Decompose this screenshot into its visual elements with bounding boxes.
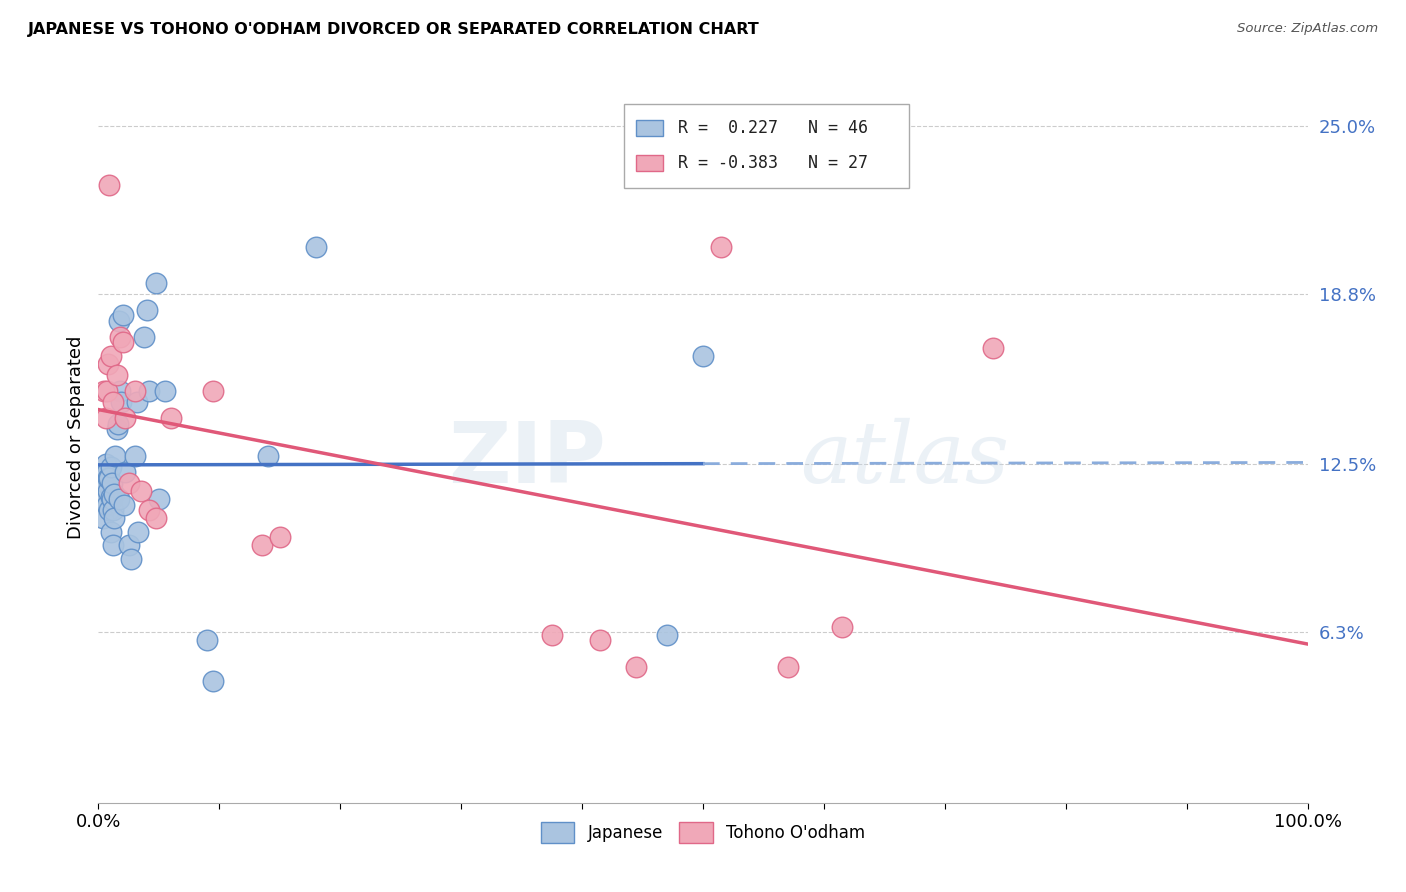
Point: [93, 384, 115, 398]
Point: [97, 357, 120, 371]
Point: [134, 330, 156, 344]
Point: [250, 538, 273, 552]
Point: [100, 492, 122, 507]
Point: [108, 492, 131, 507]
Point: [107, 417, 129, 431]
Point: [831, 620, 853, 634]
Point: [94, 476, 117, 491]
Point: [105, 368, 128, 382]
Point: [138, 503, 160, 517]
Point: [127, 524, 149, 539]
Point: [256, 449, 278, 463]
Text: R =  0.227   N = 46: R = 0.227 N = 46: [678, 120, 868, 137]
Point: [153, 384, 176, 398]
Point: [103, 511, 125, 525]
Point: [96, 384, 118, 398]
Text: JAPANESE VS TOHONO O'ODHAM DIVORCED OR SEPARATED CORRELATION CHART: JAPANESE VS TOHONO O'ODHAM DIVORCED OR S…: [28, 22, 759, 37]
Y-axis label: Divorced or Separated: Divorced or Separated: [66, 335, 84, 539]
Point: [108, 330, 131, 344]
Point: [94, 411, 117, 425]
Point: [100, 476, 122, 491]
Point: [110, 395, 132, 409]
Point: [98, 471, 121, 485]
Point: [101, 503, 124, 517]
Point: [269, 530, 291, 544]
Point: [93, 492, 115, 507]
Point: [94, 457, 117, 471]
Point: [127, 395, 149, 409]
Point: [305, 240, 328, 254]
Point: [589, 633, 612, 648]
Point: [98, 503, 121, 517]
Text: ZIP: ZIP: [449, 417, 606, 500]
Point: [104, 449, 127, 463]
Point: [114, 411, 136, 425]
Text: R = -0.383   N = 27: R = -0.383 N = 27: [678, 153, 868, 172]
Point: [97, 471, 120, 485]
Point: [100, 459, 122, 474]
Point: [98, 178, 121, 193]
Point: [105, 422, 128, 436]
Point: [129, 484, 152, 499]
Point: [655, 628, 678, 642]
Point: [114, 465, 136, 479]
Point: [118, 476, 141, 491]
Point: [101, 538, 124, 552]
Point: [202, 673, 225, 688]
Point: [124, 384, 146, 398]
Point: [118, 538, 141, 552]
Point: [710, 240, 733, 254]
Point: [96, 465, 118, 479]
Point: [100, 349, 122, 363]
Point: [111, 308, 134, 322]
Point: [100, 490, 122, 504]
Point: [111, 335, 134, 350]
Bar: [637, 120, 664, 136]
Point: [108, 384, 131, 398]
Point: [626, 660, 648, 674]
Point: [540, 628, 562, 642]
Point: [108, 313, 131, 327]
Point: [103, 487, 125, 501]
Point: [202, 384, 225, 398]
Bar: [637, 154, 664, 171]
Point: [145, 276, 167, 290]
Point: [91, 511, 114, 525]
Point: [981, 341, 1004, 355]
Point: [120, 552, 142, 566]
Point: [96, 498, 118, 512]
Point: [160, 411, 183, 425]
Text: Source: ZipAtlas.com: Source: ZipAtlas.com: [1237, 22, 1378, 36]
Point: [100, 524, 122, 539]
Point: [776, 660, 799, 674]
Point: [145, 511, 167, 525]
Point: [101, 395, 124, 409]
Point: [195, 633, 218, 648]
Point: [97, 484, 120, 499]
Legend: Japanese, Tohono O'odham: Japanese, Tohono O'odham: [534, 815, 872, 849]
Point: [135, 302, 157, 317]
Point: [124, 449, 146, 463]
Point: [148, 492, 170, 507]
Point: [112, 498, 135, 512]
FancyBboxPatch shape: [624, 104, 908, 188]
Point: [138, 384, 160, 398]
Text: atlas: atlas: [800, 417, 1010, 500]
Point: [692, 349, 714, 363]
